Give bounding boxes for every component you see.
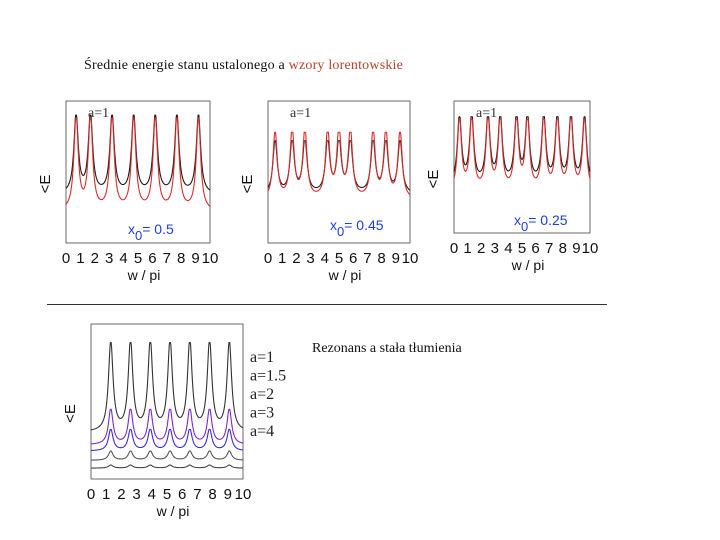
series-line-a-4: [91, 464, 244, 469]
x-tick-label: 1: [102, 486, 110, 503]
series-line-1: [453, 118, 591, 179]
x-tick-label: 7: [545, 240, 553, 257]
x-axis-label: w / pi: [127, 267, 161, 283]
x-tick-label: 8: [559, 240, 567, 257]
y-axis-label: <E: [239, 175, 256, 194]
x-axis-label: w / pi: [328, 267, 362, 283]
x-tick-label: 3: [491, 240, 499, 257]
series-line-a-1-5: [90, 408, 244, 445]
x-tick-label: 10: [402, 250, 419, 267]
x-axis-label: w / pi: [511, 257, 545, 273]
series-line-a-2: [90, 428, 244, 452]
series-line-0: [453, 116, 591, 173]
series-line-1: [65, 117, 211, 207]
x-tick-label: 2: [91, 250, 99, 267]
legend-entry: a=2: [250, 386, 274, 403]
x-tick-label: 6: [178, 486, 186, 503]
section-divider: [47, 304, 607, 305]
x-tick-label: 3: [132, 486, 140, 503]
legend-entry: a=3: [250, 405, 274, 422]
series-line-a-1: [90, 342, 244, 431]
x-tick-label: 6: [148, 250, 156, 267]
x-tick-label: 7: [363, 250, 371, 267]
x-tick-label: 2: [292, 250, 300, 267]
legend-entry: a=1: [250, 349, 274, 366]
x-tick-label: 0: [62, 250, 70, 267]
x0-parameter-label: x0= 0.45: [330, 217, 384, 239]
plot-frame: [267, 100, 411, 244]
series-line-1: [267, 131, 411, 196]
x0-parameter-label: x0= 0.25: [514, 212, 568, 234]
x-tick-label: 4: [504, 240, 512, 257]
x-tick-label: 4: [321, 250, 329, 267]
x-tick-label: 6: [349, 250, 357, 267]
x-tick-label: 0: [264, 250, 272, 267]
x-tick-label: 5: [335, 250, 343, 267]
x-tick-label: 0: [87, 486, 95, 503]
x-tick-label: 1: [463, 240, 471, 257]
x-tick-label: 7: [163, 250, 171, 267]
x-tick-label: 2: [117, 486, 125, 503]
y-axis-label: <E: [62, 404, 79, 423]
x-tick-label: 7: [193, 486, 201, 503]
x-tick-label: 9: [392, 250, 400, 267]
x-tick-label: 5: [163, 486, 171, 503]
x-tick-label: 1: [76, 250, 84, 267]
page-title: Średnie energie stanu ustalonego a wzory…: [84, 58, 403, 74]
legend-entry: a=1.5: [250, 368, 286, 385]
damping-label: a=1: [88, 106, 109, 121]
legend-entry: a=4: [250, 423, 274, 440]
plot-frame: [453, 100, 591, 234]
damping-label: a=1: [476, 106, 497, 121]
x-axis-label: w / pi: [156, 503, 190, 519]
series-line-0: [267, 140, 411, 191]
x-tick-label: 4: [148, 486, 156, 503]
series-line-0: [65, 114, 211, 191]
x0-parameter-label: x0= 0.5: [128, 221, 174, 243]
x-tick-label: 3: [306, 250, 314, 267]
x-tick-label: 9: [224, 486, 232, 503]
x-tick-label: 9: [191, 250, 199, 267]
resonance-caption: Rezonans a stała tłumienia: [312, 341, 462, 356]
x-tick-label: 8: [377, 250, 385, 267]
plot-frame: [65, 100, 211, 244]
y-axis-label: <E: [37, 175, 54, 194]
x-tick-label: 8: [208, 486, 216, 503]
x-tick-label: 10: [582, 240, 599, 257]
x-tick-label: 0: [450, 240, 458, 257]
x-tick-label: 6: [531, 240, 539, 257]
x-tick-label: 10: [202, 250, 219, 267]
x-tick-label: 9: [572, 240, 580, 257]
y-axis-label: <E: [425, 170, 442, 189]
x-tick-label: 5: [518, 240, 526, 257]
plot-frame: [90, 323, 244, 480]
x-tick-label: 4: [119, 250, 127, 267]
title-text: Średnie energie stanu ustalonego a: [84, 58, 289, 73]
x-tick-label: 2: [477, 240, 485, 257]
x-tick-label: 3: [105, 250, 113, 267]
damping-label: a=1: [290, 106, 311, 121]
x-tick-label: 1: [278, 250, 286, 267]
x-tick-label: 5: [134, 250, 142, 267]
series-line-a-3: [91, 450, 244, 461]
x-tick-label: 8: [177, 250, 185, 267]
title-accent-text: wzory lorentowskie: [288, 58, 404, 73]
x-tick-label: 10: [235, 486, 252, 503]
